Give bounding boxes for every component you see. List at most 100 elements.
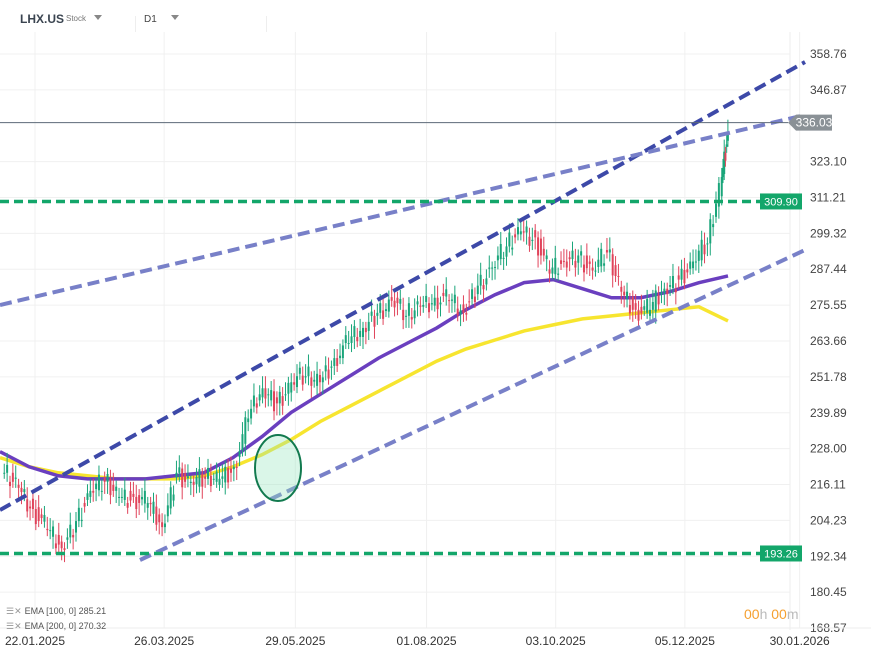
candle-body [34, 508, 37, 525]
candle-body [318, 374, 321, 383]
candle-body [709, 219, 712, 244]
candle-body [603, 263, 606, 266]
candle-body [717, 183, 720, 207]
candle-body [726, 131, 729, 141]
candle-body [473, 296, 476, 302]
candle-body [557, 273, 560, 275]
candle-body [321, 377, 324, 383]
candle-body [663, 288, 666, 293]
candle-body [405, 315, 408, 317]
y-tick-label: 346.87 [810, 83, 847, 97]
candle-body [152, 501, 155, 514]
candle-body [537, 237, 540, 256]
candle-body [402, 309, 405, 321]
candle-body [232, 466, 235, 470]
candle-body [155, 506, 158, 525]
candle-body [390, 297, 393, 301]
x-tick-label: 03.10.2025 [525, 634, 586, 648]
current-price-tag [788, 114, 832, 131]
candle-body [344, 335, 347, 344]
candle-body [686, 269, 689, 273]
candle-body [6, 464, 9, 473]
settings-icon[interactable]: ☰✕ [6, 621, 22, 631]
y-tick-label: 228.00 [810, 442, 847, 456]
candle-body [215, 471, 218, 482]
candle-body [542, 248, 545, 256]
candle-body [562, 260, 565, 262]
y-tick-label: 275.55 [810, 298, 847, 312]
candle-body [135, 496, 138, 509]
candle-body [519, 231, 522, 235]
candle-body [195, 477, 198, 485]
legend-ema100[interactable]: ☰✕ EMA [100, 0] 285.21 [6, 606, 106, 617]
candle-body [376, 312, 379, 316]
timeframe-dropdown-icon[interactable] [171, 15, 179, 20]
candle-body [224, 466, 227, 483]
y-tick-label: 180.45 [810, 585, 847, 599]
candle-body [674, 289, 677, 293]
candle-body [689, 261, 692, 269]
candle-body [554, 257, 557, 275]
symbol-dropdown-icon[interactable] [94, 15, 102, 20]
candle-body [725, 144, 728, 147]
candle-body [631, 296, 634, 310]
candle-body [700, 239, 703, 261]
candle-body [250, 408, 253, 419]
candle-body [551, 267, 554, 274]
timeframe-select[interactable]: D1 [144, 14, 157, 25]
candle-timer: 00h 00m [744, 606, 799, 622]
candle-body [77, 507, 80, 522]
candle-body [479, 274, 482, 286]
candle-body [502, 257, 505, 259]
candle-body [267, 394, 270, 396]
candle-body [657, 295, 660, 305]
candle-body [514, 234, 517, 238]
legend-ema200[interactable]: ☰✕ EMA [200, 0] 270.32 [6, 621, 106, 632]
candle-body [278, 391, 281, 404]
candle-body [227, 467, 230, 483]
divider [266, 16, 267, 32]
candle-body [723, 151, 726, 174]
candle-body [353, 326, 356, 337]
candle-body [568, 257, 571, 260]
candle-body [43, 515, 46, 522]
candle-body [26, 499, 29, 512]
settings-icon[interactable]: ☰✕ [6, 606, 22, 616]
symbol-label[interactable]: LHX.US [20, 12, 65, 26]
candle-body [52, 526, 55, 537]
candle-body [439, 302, 442, 305]
candle-body [333, 358, 336, 366]
candle-body [448, 300, 451, 302]
level-label: 309.90 [764, 196, 798, 208]
trendline-dark [0, 60, 806, 512]
candle-body [462, 304, 465, 313]
level-tag [760, 193, 802, 210]
candle-body [209, 475, 212, 487]
x-tick-label: 29.05.2025 [265, 634, 326, 648]
candle-body [189, 481, 192, 484]
candle-body [270, 390, 273, 401]
candle-body [316, 373, 319, 386]
candle-body [496, 255, 499, 261]
candle-body [430, 303, 433, 305]
candle-body [29, 506, 32, 509]
candle-body [54, 543, 57, 549]
candle-body [69, 524, 72, 538]
candle-body [597, 259, 600, 267]
y-tick-label: 216.11 [810, 478, 846, 492]
candle-body [548, 269, 551, 274]
candle-body [3, 472, 6, 474]
candle-body [49, 530, 52, 532]
candle-body [720, 177, 723, 197]
candle-body [399, 298, 402, 304]
candle-body [453, 294, 456, 304]
candle-body [574, 260, 577, 268]
candle-body [356, 336, 359, 342]
candle-body [169, 487, 172, 509]
y-tick-label: 192.34 [810, 549, 847, 563]
candle-body [724, 152, 727, 161]
candle-body [531, 239, 534, 241]
candle-body [63, 548, 66, 551]
candle-body [637, 309, 640, 321]
